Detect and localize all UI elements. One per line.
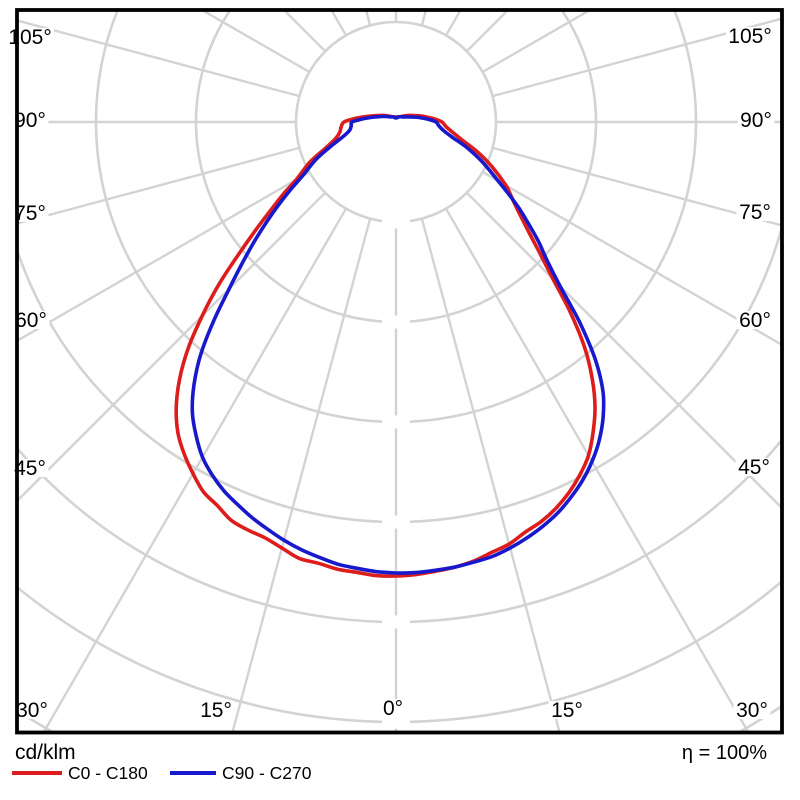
grid-spoke <box>18 19 300 98</box>
angle-label: 45° <box>738 456 770 479</box>
grid-ring <box>18 11 781 524</box>
angle-label: 0° <box>383 697 403 720</box>
grid-spoke <box>18 191 327 502</box>
legend-line-c90-c270-swatch <box>170 771 216 775</box>
angle-label: 60° <box>739 309 771 332</box>
angle-label: 90° <box>740 109 772 132</box>
angle-label: 75° <box>14 202 46 225</box>
angle-label-bg <box>548 701 586 719</box>
angle-label-bg <box>11 204 49 222</box>
angle-label-bg <box>733 701 771 719</box>
angle-label: 105° <box>8 26 51 49</box>
grid-spoke <box>482 11 590 74</box>
angle-label-bg <box>11 111 49 129</box>
angle-label-bg <box>11 459 49 477</box>
angle-label: 30° <box>736 699 768 722</box>
angle-label: 45° <box>14 457 46 480</box>
grid-spoke <box>465 191 781 509</box>
angle-label-bg <box>736 203 774 221</box>
ring-axis-gap <box>382 415 410 429</box>
angle-label: 30° <box>16 699 48 722</box>
polar-chart: 105° 90° 75° 60° 45° 105° 90° 75° 60° 45° 30° 15° 0°… <box>8 8 784 735</box>
grid-spoke <box>482 170 781 346</box>
angle-label-bg <box>380 699 406 717</box>
grid-ring <box>294 20 498 224</box>
legend-label-c90-c270: C90 - C270 <box>222 763 312 783</box>
grid-spoke <box>420 218 561 731</box>
grid-spoke <box>365 11 372 26</box>
grid-spoke <box>231 218 372 731</box>
angle-label-bg <box>726 27 774 45</box>
grid-spoke <box>492 146 781 227</box>
angle-label: 15° <box>200 699 232 722</box>
legend-label-c0-c180: C0 - C180 <box>68 763 148 783</box>
angle-label: 15° <box>551 699 583 722</box>
polar-grid <box>18 11 781 731</box>
ring-axis-gap <box>382 315 410 329</box>
angle-label-bg <box>197 701 235 719</box>
grid-spoke <box>43 208 348 731</box>
efficiency-label: η = 100% <box>681 742 767 764</box>
grid-ring <box>18 705 781 731</box>
unit-label: cd/klm <box>15 741 76 764</box>
angle-label-bg <box>12 311 50 329</box>
grid-spoke <box>18 170 310 342</box>
angle-label: 75° <box>739 201 771 224</box>
grid-spoke <box>330 11 348 36</box>
grid-spoke <box>18 146 300 225</box>
grid-spoke <box>202 11 310 74</box>
chart-footer: cd/klm C0 - C180 C90 - C270 η = 100% <box>0 734 800 800</box>
grid-spoke <box>444 208 749 731</box>
legend-line-c0-c180-swatch <box>12 771 62 775</box>
ring-axis-gap <box>382 715 410 729</box>
ring-axis-gap <box>382 215 410 229</box>
angle-label: 90° <box>14 109 46 132</box>
grid-spoke <box>420 11 427 26</box>
plot-border <box>15 8 784 735</box>
curve-c90-c270 <box>190 114 606 575</box>
ring-axis-gap <box>382 615 410 629</box>
ring-axis-gap <box>382 515 410 529</box>
angle-label: 60° <box>15 309 47 332</box>
angle-label-bg <box>13 701 51 719</box>
angle-label-bg <box>737 111 775 129</box>
angle-label-bg <box>735 458 773 476</box>
polar-chart-frame: 105° 90° 75° 60° 45° 105° 90° 75° 60° 45° 30° 15° 0°… <box>8 8 784 735</box>
angle-label: 105° <box>728 25 771 48</box>
angle-label-bg <box>736 311 774 329</box>
grid-ring <box>18 439 781 624</box>
curve-c0-c180 <box>174 113 597 578</box>
grid-spoke <box>492 17 781 98</box>
